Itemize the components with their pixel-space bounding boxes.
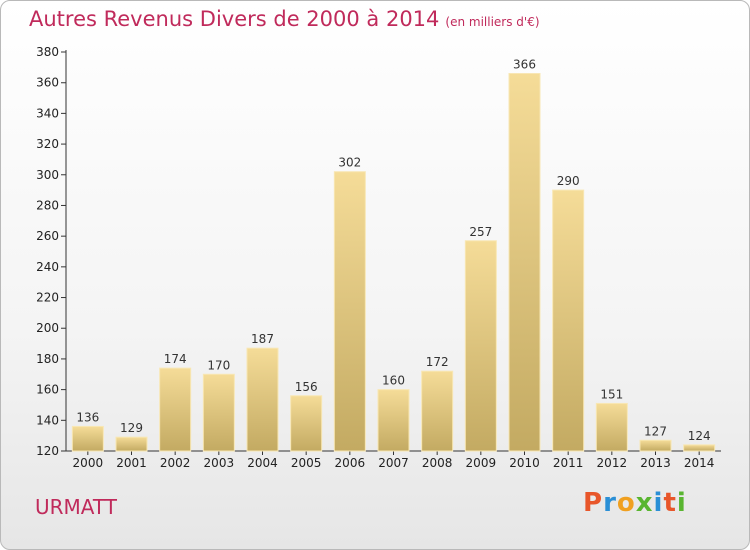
bar-2000: [71, 425, 104, 452]
value-label-2009: 257: [469, 225, 492, 239]
value-label-2004: 187: [251, 332, 274, 346]
x-tick-label-2000: 2000: [73, 456, 104, 470]
value-label-2008: 172: [426, 355, 449, 369]
logo-letter: r: [603, 488, 617, 518]
y-tick-label: 280: [36, 198, 59, 212]
bar-2007: [377, 389, 410, 452]
x-tick-label-2012: 2012: [597, 456, 628, 470]
chart-title-text: Autres Revenus Divers de 2000 à 2014: [29, 7, 440, 31]
bar-2012: [595, 402, 628, 452]
bar-2002: [159, 367, 192, 452]
chart-subtitle: (en milliers d'€): [445, 15, 540, 29]
y-tick-label: 320: [36, 137, 59, 151]
bar-2008: [421, 370, 454, 452]
value-label-2003: 170: [207, 358, 230, 372]
x-tick-label-2001: 2001: [116, 456, 147, 470]
x-tick-label-2005: 2005: [291, 456, 322, 470]
bar-2010: [508, 72, 541, 452]
x-tick-label-2002: 2002: [160, 456, 191, 470]
x-tick-label-2007: 2007: [378, 456, 409, 470]
value-label-2006: 302: [338, 156, 361, 170]
chart-bars: [71, 72, 716, 452]
proxiti-logo: Proxiti: [583, 488, 687, 518]
value-label-2002: 174: [164, 352, 187, 366]
y-tick-label: 140: [36, 413, 59, 427]
value-label-2014: 124: [688, 429, 711, 443]
y-tick-label: 380: [36, 45, 59, 59]
x-tick-label-2013: 2013: [640, 456, 671, 470]
value-label-2013: 127: [644, 424, 667, 438]
chart-title: Autres Revenus Divers de 2000 à 2014 (en …: [29, 7, 540, 31]
bar-2013: [639, 439, 672, 452]
chart-labels: 136 2000 129 2001 174 2002 170 2003 187 2004 156 20…: [73, 57, 715, 470]
value-label-2010: 366: [513, 57, 536, 71]
logo-letter: o: [616, 488, 636, 518]
x-tick-label-2011: 2011: [553, 456, 584, 470]
x-tick-label-2014: 2014: [684, 456, 715, 470]
bar-2011: [552, 189, 585, 452]
x-tick-label-2008: 2008: [422, 456, 453, 470]
y-tick-label: 200: [36, 321, 59, 335]
value-label-2007: 160: [382, 374, 405, 388]
value-label-2001: 129: [120, 421, 143, 435]
bar-2009: [464, 240, 497, 452]
y-tick-label: 340: [36, 106, 59, 120]
logo-letter: t: [663, 488, 677, 518]
y-tick-label: 120: [36, 444, 59, 458]
value-label-2005: 156: [295, 380, 318, 394]
bar-2001: [115, 436, 148, 452]
location-label: URMATT: [35, 495, 118, 519]
y-tick-label: 240: [36, 260, 59, 274]
x-tick-label-2003: 2003: [204, 456, 235, 470]
bar-2004: [246, 347, 279, 452]
x-tick-label-2009: 2009: [466, 456, 497, 470]
y-tick-label: 360: [36, 76, 59, 90]
y-tick-label: 220: [36, 291, 59, 305]
y-tick-label: 300: [36, 168, 59, 182]
logo-letter: i: [676, 488, 687, 518]
y-tick-label: 160: [36, 383, 59, 397]
y-tick-label: 260: [36, 229, 59, 243]
x-tick-label-2006: 2006: [335, 456, 366, 470]
value-label-2011: 290: [557, 174, 580, 188]
chart-axes: 120 140 160 180 200 220 240 260 280 300 320 340 360 3…: [36, 45, 721, 458]
x-tick-label-2004: 2004: [247, 456, 278, 470]
value-label-2000: 136: [76, 410, 99, 424]
value-label-2012: 151: [600, 387, 623, 401]
logo-letter: P: [583, 488, 604, 518]
x-tick-label-2010: 2010: [509, 456, 540, 470]
bar-2014: [683, 444, 716, 452]
bar-2006: [333, 171, 366, 452]
logo-letter: i: [653, 488, 664, 518]
bar-2003: [202, 373, 235, 452]
logo-letter: x: [635, 488, 654, 518]
bar-2005: [290, 395, 323, 452]
y-tick-label: 180: [36, 352, 59, 366]
